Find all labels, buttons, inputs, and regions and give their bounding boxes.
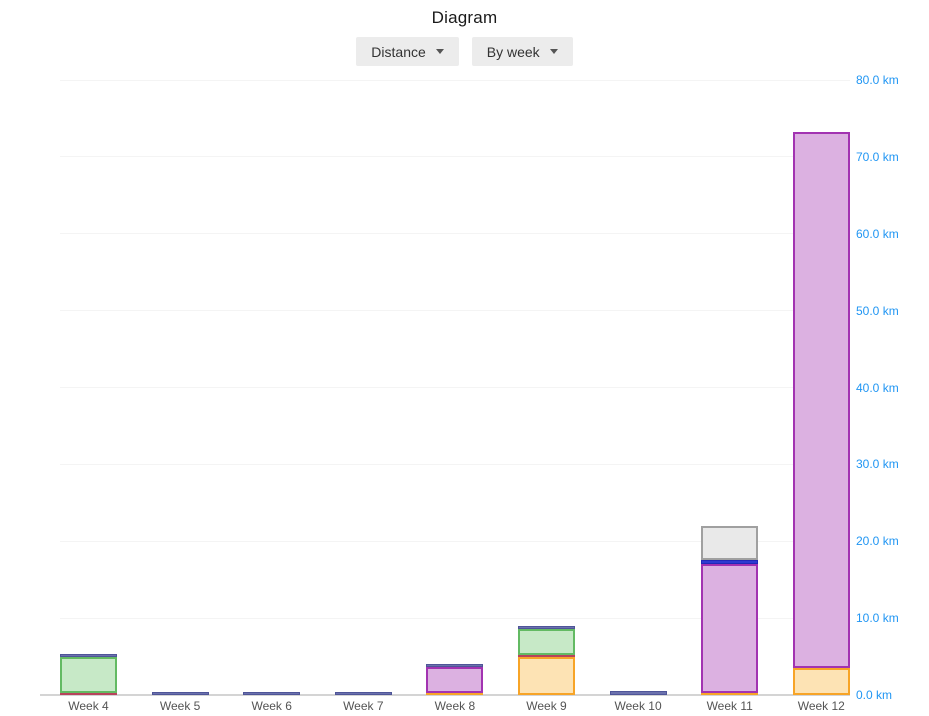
chart-controls: Distance By week bbox=[0, 37, 929, 66]
metric-dropdown-label: Distance bbox=[371, 43, 426, 60]
bar-segment-green[interactable] bbox=[60, 657, 117, 693]
x-axis-tick-label: Week 8 bbox=[434, 699, 476, 713]
x-axis-line bbox=[40, 694, 850, 696]
y-axis-tick-label: 20.0 km bbox=[856, 534, 899, 549]
bar-segment-indigo[interactable] bbox=[151, 691, 209, 695]
bar-segment-blue[interactable] bbox=[701, 559, 759, 564]
bar-segment-orange[interactable] bbox=[701, 692, 759, 695]
bar-segment-indigo[interactable] bbox=[243, 691, 301, 695]
y-axis-tick-label: 50.0 km bbox=[856, 303, 899, 318]
y-axis-tick-label: 0.0 km bbox=[856, 688, 893, 702]
bar-segment-indigo[interactable] bbox=[60, 654, 117, 658]
y-axis-tick-label: 70.0 km bbox=[856, 149, 899, 164]
x-axis-tick-label: Week 10 bbox=[614, 699, 662, 713]
grid-line bbox=[60, 540, 850, 542]
bar-segment-indigo[interactable] bbox=[334, 691, 392, 695]
bar-segment-gray[interactable] bbox=[701, 525, 759, 560]
x-axis-tick-label: Week 6 bbox=[251, 699, 292, 713]
y-axis-tick-label: 30.0 km bbox=[856, 457, 899, 472]
page-title: Diagram bbox=[431, 8, 498, 27]
grid-line bbox=[60, 387, 850, 388]
grid-line bbox=[60, 79, 850, 81]
bar-segment-red[interactable] bbox=[518, 655, 575, 658]
x-axis-tick-label: Week 11 bbox=[706, 699, 753, 713]
grouping-dropdown[interactable]: By week bbox=[471, 37, 573, 66]
y-axis-tick-label: 80.0 km bbox=[856, 73, 899, 87]
x-axis-tick-label: Week 5 bbox=[159, 699, 201, 713]
x-axis-tick-label: Week 4 bbox=[68, 699, 109, 713]
y-axis-tick-label: 60.0 km bbox=[856, 226, 899, 241]
y-axis-tick-label: 40.0 km bbox=[856, 380, 899, 395]
chevron-down-icon bbox=[435, 49, 444, 54]
chevron-down-icon bbox=[549, 49, 558, 54]
bar-segment-indigo[interactable] bbox=[426, 663, 484, 667]
grid-line bbox=[60, 463, 850, 465]
bar-segment-purple[interactable] bbox=[701, 563, 759, 693]
bar-segment-indigo[interactable] bbox=[518, 625, 575, 629]
bar-segment-purple[interactable] bbox=[426, 666, 484, 693]
bar-segment-purple[interactable] bbox=[792, 132, 850, 669]
bar-segment-orange[interactable] bbox=[518, 657, 575, 695]
bar-segment-orange[interactable] bbox=[426, 692, 484, 695]
x-axis-tick-label: Week 7 bbox=[343, 699, 384, 713]
metric-dropdown[interactable]: Distance bbox=[356, 37, 459, 66]
grid-line bbox=[60, 156, 850, 158]
x-axis-tick-label: Week 12 bbox=[797, 699, 845, 713]
bar-segment-green[interactable] bbox=[518, 628, 575, 656]
grid-line bbox=[60, 233, 850, 235]
bar-segment-indigo[interactable] bbox=[609, 691, 667, 695]
grouping-dropdown-label: By week bbox=[486, 43, 540, 60]
grid-line bbox=[60, 310, 850, 312]
grid-line bbox=[60, 617, 850, 619]
bar-segment-orange[interactable] bbox=[792, 668, 850, 695]
x-axis-tick-label: Week 9 bbox=[526, 699, 567, 713]
y-axis-tick-label: 10.0 km bbox=[856, 611, 899, 626]
bar-segment-red[interactable] bbox=[60, 692, 117, 695]
